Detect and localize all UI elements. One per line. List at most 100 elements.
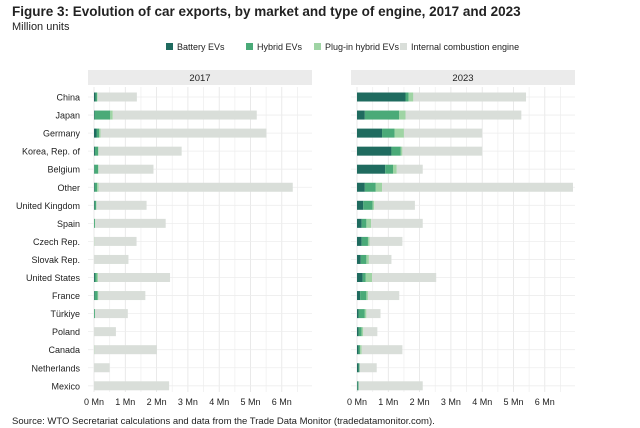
bar-2017-united-kingdom-battery-evs: [94, 200, 95, 210]
bar-2023-poland-plug-in-hybrid-evs: [361, 327, 364, 337]
bar-2017-france-battery-evs: [94, 291, 95, 301]
x-tick-2017-5: 5 Mn: [240, 397, 260, 407]
bar-2017-spain-internal-combustion-engine: [95, 218, 166, 228]
bar-2023-france-internal-combustion-engine: [367, 291, 400, 301]
bar-2023-canada-internal-combustion-engine: [361, 345, 403, 355]
category-label-china: China: [56, 93, 80, 103]
category-label-canada: Canada: [48, 345, 80, 355]
bar-2023-germany-internal-combustion-engine: [403, 128, 483, 138]
bar-2023-slovak-rep-internal-combustion-engine: [368, 254, 392, 264]
bar-2017-japan-internal-combustion-engine: [112, 110, 257, 120]
bar-2017-poland-internal-combustion-engine: [94, 327, 116, 337]
bar-2017-united-states-internal-combustion-engine: [98, 273, 171, 282]
bar-2023-united-kingdom-battery-evs: [357, 200, 364, 210]
bar-2023-other-plug-in-hybrid-evs: [375, 182, 383, 192]
bar-2023-korea-rep-of-hybrid-evs: [391, 146, 401, 156]
bar-2023-france-plug-in-hybrid-evs: [366, 291, 368, 301]
bar-2023-slovak-rep-hybrid-evs: [360, 254, 367, 264]
bar-2023-poland-hybrid-evs: [358, 327, 362, 337]
bar-2023-t-rkiye-internal-combustion-engine: [366, 309, 381, 319]
bar-2023-t-rkiye-battery-evs: [357, 309, 359, 319]
chart-source: Source: WTO Secretariat calculations and…: [12, 416, 435, 427]
bar-2017-united-states-battery-evs: [94, 273, 95, 282]
category-label-united-states: United States: [26, 273, 81, 283]
bar-2023-netherlands-hybrid-evs: [358, 363, 360, 373]
bar-2017-belgium-hybrid-evs: [94, 164, 99, 174]
bar-2023-united-states-hybrid-evs: [362, 273, 366, 282]
bar-2023-t-rkiye-plug-in-hybrid-evs: [364, 309, 367, 319]
bar-2023-other-battery-evs: [357, 182, 365, 192]
bar-2017-germany-battery-evs: [94, 128, 97, 138]
category-label-korea-rep-of: Korea, Rep. of: [22, 147, 81, 157]
legend-label-plug-in-hybrid-evs: Plug-in hybrid EVs: [325, 42, 400, 52]
bar-2023-czech-rep-internal-combustion-engine: [369, 236, 403, 246]
bar-2017-china-hybrid-evs: [95, 92, 98, 102]
bar-2017-united-kingdom-internal-combustion-engine: [96, 200, 147, 210]
bar-2023-canada-hybrid-evs: [358, 345, 361, 355]
bar-2017-other-internal-combustion-engine: [98, 182, 293, 192]
bar-2017-netherlands-internal-combustion-engine: [94, 363, 110, 373]
bar-2017-france-hybrid-evs: [94, 291, 98, 301]
bar-2017-germany-plug-in-hybrid-evs: [99, 128, 101, 138]
legend-label-battery-evs: Battery EVs: [177, 42, 225, 52]
bar-2023-netherlands-battery-evs: [357, 363, 359, 373]
category-label-poland: Poland: [52, 327, 80, 337]
bar-2023-korea-rep-of-plug-in-hybrid-evs: [400, 146, 403, 156]
bar-2017-china-battery-evs: [94, 92, 96, 102]
panel-header-2017: [88, 70, 312, 85]
bar-2023-korea-rep-of-battery-evs: [357, 146, 392, 156]
bar-2023-china-plug-in-hybrid-evs: [408, 92, 414, 102]
panel-label-2017: 2017: [189, 73, 210, 84]
x-tick-2017-6: 6 Mn: [272, 397, 292, 407]
category-label-czech-rep: Czech Rep.: [33, 237, 80, 247]
bar-2017-united-states-hybrid-evs: [94, 273, 97, 282]
bar-2023-czech-rep-plug-in-hybrid-evs: [367, 236, 370, 246]
chart-panels: China Japan Germany Korea, Rep. of Belgium Ot…: [16, 70, 575, 407]
x-tick-2023-3: 3 Mn: [441, 397, 461, 407]
bar-2023-japan-plug-in-hybrid-evs: [399, 110, 406, 120]
bar-2023-united-states-plug-in-hybrid-evs: [365, 273, 373, 282]
bar-2023-spain-battery-evs: [357, 218, 362, 228]
x-tick-2023-2: 2 Mn: [410, 397, 430, 407]
chart-legend: Battery EVs Hybrid EVs Plug-in hybrid EVs I…: [166, 42, 519, 52]
x-tick-2017-4: 4 Mn: [209, 397, 229, 407]
bar-2017-united-kingdom-hybrid-evs: [94, 200, 97, 210]
bar-2023-china-internal-combustion-engine: [413, 92, 527, 102]
bar-2017-china-plug-in-hybrid-evs: [97, 92, 98, 102]
category-label-germany: Germany: [43, 129, 81, 139]
category-label-japan: Japan: [55, 111, 80, 121]
category-label-netherlands: Netherlands: [31, 363, 80, 373]
bar-2017-france-internal-combustion-engine: [98, 291, 146, 301]
bar-2023-spain-hybrid-evs: [361, 218, 367, 228]
bar-2017-france-plug-in-hybrid-evs: [97, 291, 99, 301]
bar-2023-spain-plug-in-hybrid-evs: [366, 218, 372, 228]
bar-2023-slovak-rep-battery-evs: [357, 254, 361, 264]
legend-label-internal-combustion-engine: Internal combustion engine: [411, 42, 519, 52]
legend-swatch-plug-in-hybrid-evs: [314, 43, 321, 50]
x-tick-2017-3: 3 Mn: [178, 397, 198, 407]
x-tick-2017-1: 1 Mn: [115, 397, 135, 407]
bar-2023-belgium-plug-in-hybrid-evs: [392, 164, 397, 174]
category-label-slovak-rep: Slovak Rep.: [31, 255, 80, 265]
bar-2017-slovak-rep-internal-combustion-engine: [94, 254, 129, 264]
category-label-other: Other: [57, 183, 80, 193]
bar-2023-mexico-internal-combustion-engine: [358, 381, 423, 391]
legend-swatch-hybrid-evs: [246, 43, 253, 50]
chart-subtitle: Million units: [12, 21, 70, 33]
bar-2017-china-internal-combustion-engine: [97, 92, 137, 102]
bar-2023-united-kingdom-plug-in-hybrid-evs: [372, 200, 375, 210]
bar-2017-belgium-internal-combustion-engine: [98, 164, 154, 174]
bar-2017-t-rkiye-internal-combustion-engine: [94, 309, 128, 319]
bar-2023-united-states-internal-combustion-engine: [372, 273, 437, 282]
x-tick-2023-4: 4 Mn: [472, 397, 492, 407]
x-tick-2023-0: 0 Mn: [347, 397, 367, 407]
legend-swatch-battery-evs: [166, 43, 173, 50]
x-tick-2017-2: 2 Mn: [147, 397, 167, 407]
bar-2023-united-kingdom-internal-combustion-engine: [374, 200, 415, 210]
bar-2023-other-hybrid-evs: [364, 182, 376, 192]
bar-2017-belgium-plug-in-hybrid-evs: [98, 164, 99, 174]
bar-2017-t-rkiye-hybrid-evs: [94, 309, 95, 319]
bar-2017-germany-internal-combustion-engine: [100, 128, 267, 138]
category-label-mexico: Mexico: [51, 381, 80, 391]
